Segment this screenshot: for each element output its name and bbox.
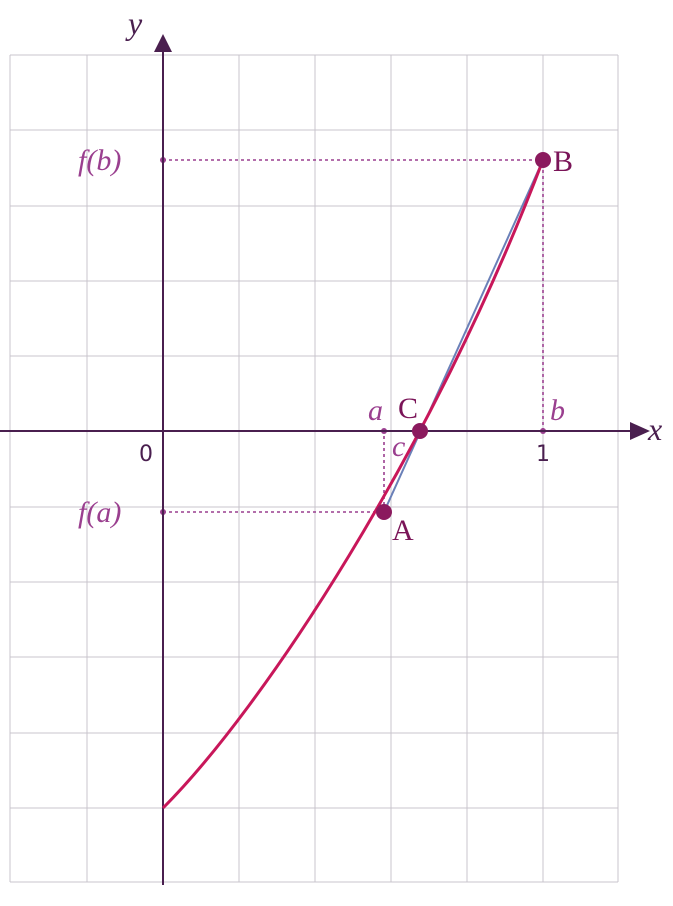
grid bbox=[9, 54, 619, 883]
y-axis-label: y bbox=[125, 5, 143, 41]
a-label: a bbox=[368, 394, 383, 427]
x-axis-label: x bbox=[647, 411, 662, 447]
secant bbox=[383, 159, 544, 513]
point-c bbox=[412, 423, 428, 439]
c-label: c bbox=[392, 430, 405, 463]
point-c-label: C bbox=[398, 392, 418, 425]
one-label: 1 bbox=[536, 442, 550, 467]
axes bbox=[0, 34, 650, 885]
guides bbox=[160, 157, 546, 515]
origin-label: 0 bbox=[139, 442, 153, 467]
point-b bbox=[535, 152, 551, 168]
point-a-label: A bbox=[392, 514, 414, 547]
b-label: b bbox=[550, 394, 565, 427]
fa-label: f(a) bbox=[78, 496, 121, 529]
fb-label: f(b) bbox=[78, 144, 121, 177]
curve bbox=[161, 159, 545, 810]
point-a bbox=[376, 504, 392, 520]
point-b-label: B bbox=[553, 145, 573, 178]
